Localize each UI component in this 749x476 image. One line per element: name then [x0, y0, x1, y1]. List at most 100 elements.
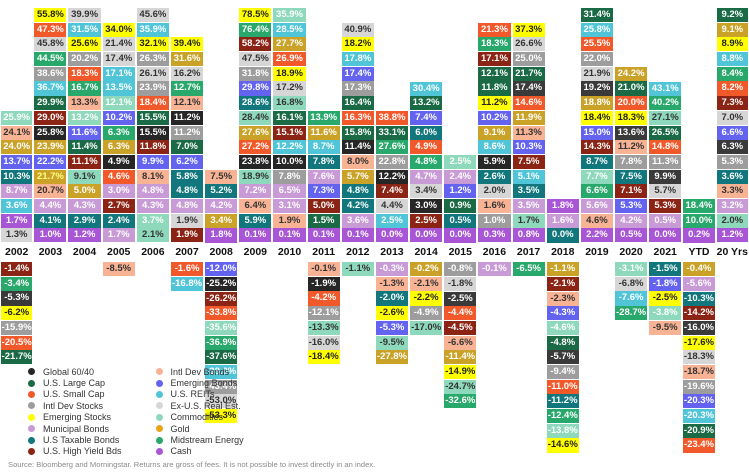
return-cell[interactable]: 9.2% [716, 8, 748, 23]
return-cell[interactable]: 2.5% [375, 213, 409, 228]
return-cell[interactable]: 5.7% [649, 184, 682, 199]
return-cell[interactable]: 17.4% [512, 81, 545, 96]
return-cell[interactable]: 11.2% [170, 125, 204, 140]
return-cell[interactable]: 16.3% [341, 110, 374, 125]
legend-item[interactable]: U.S. REITs [155, 389, 244, 400]
return-cell[interactable]: 31.5% [68, 22, 101, 37]
return-cell[interactable]: 5.1% [512, 169, 545, 184]
return-cell[interactable]: 11.3% [649, 154, 682, 170]
return-cell[interactable]: 47.5% [239, 52, 272, 67]
return-cell[interactable]: 3.0% [102, 184, 135, 199]
return-cell[interactable]: 9.1% [716, 22, 748, 37]
return-cell[interactable]: 18.4% [580, 110, 613, 125]
legend-item[interactable]: U.S. Large Cap [28, 377, 122, 388]
return-cell[interactable]: 27.6% [239, 125, 272, 140]
return-cell[interactable]: 39.4% [170, 37, 204, 52]
legend-item[interactable]: Global 60/40 [28, 366, 122, 377]
return-cell[interactable]: 5.3% [649, 199, 682, 214]
return-cell[interactable]: 17.1% [478, 52, 511, 67]
return-cell[interactable]: 11.2% [170, 110, 204, 125]
return-cell[interactable]: 11.9% [512, 110, 545, 125]
return-cell[interactable]: 10.0% [683, 213, 715, 228]
return-cell[interactable]: 16.8% [273, 96, 306, 111]
return-cell[interactable]: -4.5% [444, 320, 477, 335]
legend-item[interactable]: Gold [155, 423, 244, 434]
return-cell[interactable]: -33.8% [205, 306, 238, 321]
return-cell[interactable]: 14.8% [649, 140, 682, 155]
return-cell[interactable]: 17.1% [102, 66, 135, 81]
return-cell[interactable]: 8.2% [716, 81, 748, 96]
return-cell[interactable]: -27.8% [375, 350, 409, 365]
return-cell[interactable]: 1.8% [546, 199, 579, 214]
return-cell[interactable]: 31.6% [170, 52, 204, 67]
return-cell[interactable]: -4.4% [444, 306, 477, 321]
return-cell[interactable]: 22.2% [34, 154, 67, 169]
return-cell[interactable]: -1.8% [649, 276, 682, 291]
return-cell[interactable]: 2.2% [580, 228, 613, 243]
return-cell[interactable]: 0.3% [478, 228, 511, 243]
return-cell[interactable]: -6.5% [512, 262, 545, 277]
return-cell[interactable]: 6.5% [273, 184, 306, 199]
return-cell[interactable]: 27.6% [375, 140, 409, 155]
return-cell[interactable]: 17.4% [341, 66, 374, 81]
return-cell[interactable]: -2.2% [410, 291, 443, 306]
return-cell[interactable]: 29.9% [34, 96, 67, 111]
return-cell[interactable]: 12.7% [170, 81, 204, 96]
return-cell[interactable]: 18.3% [478, 37, 511, 52]
return-cell[interactable]: -4.2% [307, 291, 340, 306]
return-cell[interactable]: 5.6% [580, 198, 613, 214]
return-cell[interactable]: 9.9% [136, 154, 169, 169]
return-cell[interactable]: 25.5% [580, 37, 613, 52]
return-cell[interactable]: 25.8% [34, 125, 67, 140]
return-cell[interactable]: 40.2% [649, 96, 682, 111]
return-cell[interactable]: -21.7% [1, 350, 33, 365]
return-cell[interactable]: 4.2% [614, 213, 648, 228]
return-cell[interactable]: 17.4% [102, 52, 135, 67]
legend-item[interactable]: Cash [155, 446, 244, 457]
return-cell[interactable]: 2.0% [478, 184, 511, 199]
return-cell[interactable]: 1.9% [170, 213, 204, 228]
return-cell[interactable]: -5.7% [546, 350, 579, 365]
return-cell[interactable]: 25.0% [512, 52, 545, 67]
return-cell[interactable]: 13.6% [614, 125, 648, 140]
return-cell[interactable]: -4.8% [546, 335, 579, 350]
return-cell[interactable]: 3.4% [205, 213, 238, 228]
return-cell[interactable]: 11.8% [478, 81, 511, 96]
return-cell[interactable]: 23.8% [239, 154, 272, 169]
return-cell[interactable]: 13.2% [68, 110, 101, 125]
return-cell[interactable]: 13.2% [410, 96, 443, 111]
return-cell[interactable]: 15.0% [580, 125, 613, 140]
return-cell[interactable]: 26.9% [273, 52, 306, 67]
return-cell[interactable]: 1.9% [273, 213, 306, 228]
return-cell[interactable]: 4.8% [341, 184, 374, 199]
return-cell[interactable]: 8.1% [136, 169, 169, 184]
return-cell[interactable]: -28.7% [614, 306, 648, 321]
return-cell[interactable]: 2.6% [478, 169, 511, 184]
return-cell[interactable]: 18.9% [239, 169, 272, 184]
return-cell[interactable]: 31.4% [580, 8, 613, 23]
return-cell[interactable]: 8.0% [341, 154, 374, 169]
return-cell[interactable]: 20.0% [614, 96, 648, 111]
return-cell[interactable]: -3.1% [614, 262, 648, 277]
return-cell[interactable]: 7.4% [410, 110, 443, 125]
return-cell[interactable]: 28.5% [273, 22, 306, 37]
return-cell[interactable]: -1.6% [170, 262, 204, 277]
return-cell[interactable]: 11.8% [136, 140, 169, 155]
return-cell[interactable]: 25.8% [580, 22, 613, 37]
return-cell[interactable]: 11.4% [341, 140, 374, 155]
return-cell[interactable]: 2.5% [444, 155, 477, 170]
return-cell[interactable]: -11.4% [444, 350, 477, 365]
return-cell[interactable]: 15.5% [136, 125, 169, 140]
return-cell[interactable]: 5.8% [170, 169, 204, 184]
return-cell[interactable]: 4.4% [34, 198, 67, 214]
return-cell[interactable]: 27.1% [649, 110, 682, 125]
return-cell[interactable]: 4.8% [170, 184, 204, 199]
return-cell[interactable]: 43.1% [649, 81, 682, 96]
return-cell[interactable]: -1.5% [649, 262, 682, 277]
return-cell[interactable]: 5.7% [341, 169, 374, 184]
return-cell[interactable]: -4.6% [546, 320, 579, 335]
return-cell[interactable]: -18.3% [683, 350, 715, 365]
return-cell[interactable]: 21.7% [34, 169, 67, 184]
return-cell[interactable]: 0.8% [512, 228, 545, 243]
return-cell[interactable]: -12.4% [546, 409, 579, 424]
